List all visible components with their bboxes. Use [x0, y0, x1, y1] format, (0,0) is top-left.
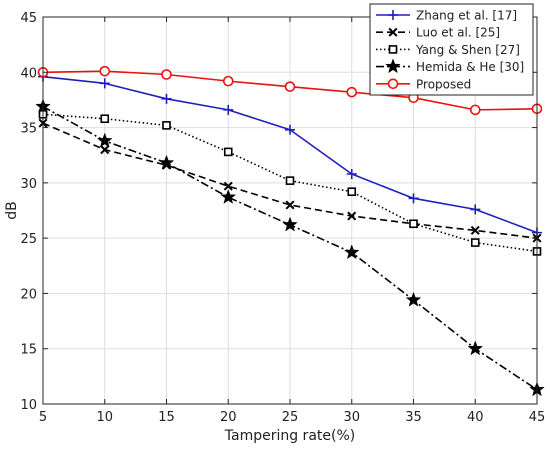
data-point-plus: [285, 124, 295, 135]
data-point-circle: [99, 65, 111, 77]
data-point-star: [96, 132, 113, 148]
legend-marker-circle: [387, 78, 399, 90]
data-point-square: [470, 238, 480, 247]
data-point-x: [470, 225, 480, 235]
data-point-x: [347, 211, 357, 221]
legend-marker-square: [388, 45, 398, 54]
data-point-circle: [469, 104, 481, 116]
legend-marker-x: [388, 27, 398, 37]
data-point-x: [223, 181, 233, 191]
legend-label: Zhang et al. [17]: [416, 9, 517, 23]
y-tick-label: 35: [20, 122, 37, 137]
data-point-star: [220, 189, 237, 204]
legend-marker-plus: [388, 10, 398, 20]
y-tick-label: 30: [20, 177, 37, 192]
legend-item: Yang & Shen [27]: [376, 43, 520, 57]
x-tick-label: 10: [96, 410, 113, 425]
legend-item: Zhang et al. [17]: [376, 9, 517, 23]
x-tick-label: 40: [467, 410, 484, 425]
data-point-square: [347, 187, 357, 197]
x-tick-label: 25: [282, 410, 299, 425]
data-point-square: [162, 121, 171, 130]
data-point-star: [158, 154, 175, 170]
y-tick-label: 10: [20, 398, 37, 413]
legend: Zhang et al. [17] Luo et al. [25] Yang & S…: [369, 3, 534, 96]
x-tick-label: 35: [405, 410, 422, 425]
data-point-plus: [408, 193, 419, 204]
legend-label: Proposed: [416, 77, 471, 91]
legend-item: Proposed: [376, 77, 471, 91]
legend-label: Yang & Shen [27]: [415, 43, 520, 57]
series-0: [38, 71, 542, 238]
data-point-square: [285, 176, 295, 185]
data-point-square: [409, 219, 418, 229]
legend-label: Hemida & He [30]: [416, 60, 524, 74]
data-point-square: [223, 147, 233, 157]
data-point-plus: [470, 204, 481, 215]
data-point-circle: [346, 86, 358, 98]
x-tick-label: 15: [158, 410, 175, 425]
data-point-x: [100, 145, 110, 155]
x-tick-label: 45: [529, 410, 546, 425]
data-point-star: [282, 216, 298, 232]
data-point-plus: [346, 169, 357, 180]
y-tick-label: 45: [20, 11, 37, 26]
legend-label: Luo et al. [25]: [416, 26, 500, 40]
legend-item: Hemida & He [30]: [376, 58, 524, 74]
y-tick-label: 25: [20, 232, 37, 247]
series-line: [42, 122, 538, 239]
x-axis-label: Tampering rate(%): [224, 428, 355, 444]
x-tick-label: 30: [343, 410, 360, 425]
x-tick-label: 20: [220, 410, 237, 425]
y-tick-label: 20: [20, 287, 37, 302]
x-tick-label: 5: [39, 410, 47, 425]
legend-item: Luo et al. [25]: [376, 26, 500, 40]
data-point-star: [343, 244, 360, 260]
data-point-star: [467, 340, 484, 356]
y-axis-label: dB: [4, 201, 20, 220]
data-point-circle: [284, 81, 296, 92]
data-point-square: [100, 114, 110, 124]
data-point-x: [285, 200, 295, 210]
legend-marker-star: [385, 58, 401, 74]
data-point-circle: [161, 69, 172, 80]
series-4: [37, 65, 543, 116]
data-point-plus: [223, 104, 234, 115]
y-tick-label: 15: [20, 343, 37, 358]
data-point-plus: [99, 78, 110, 89]
y-tick-label: 40: [20, 66, 37, 81]
data-point-circle: [222, 75, 234, 87]
data-point-star: [405, 291, 422, 307]
data-point-plus: [161, 93, 172, 104]
